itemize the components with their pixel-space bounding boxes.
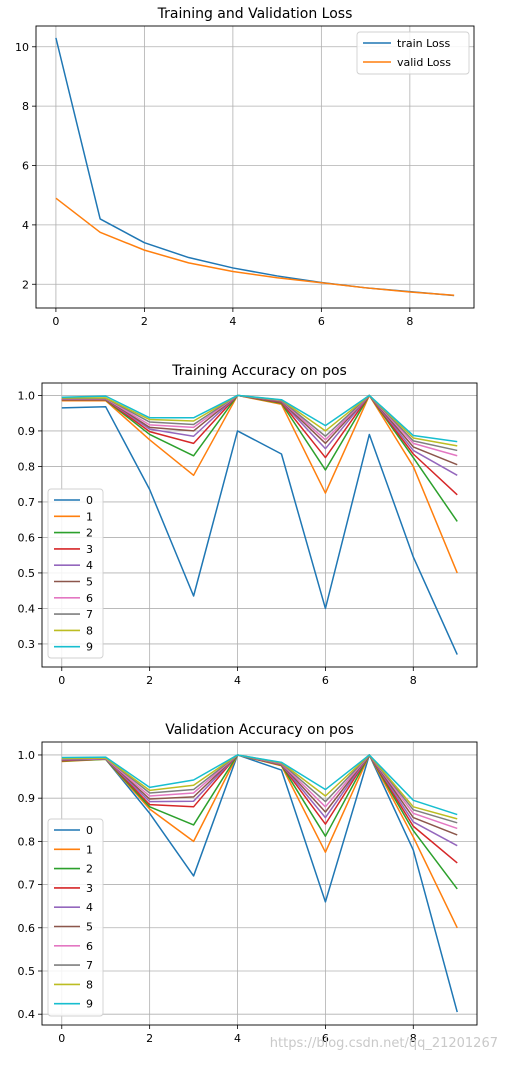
legend-label: 5 bbox=[86, 921, 93, 934]
y-tick-label: 0.4 bbox=[18, 1008, 36, 1021]
x-tick-label: 8 bbox=[410, 1032, 417, 1045]
x-tick-label: 6 bbox=[322, 674, 329, 687]
x-tick-label: 4 bbox=[234, 1032, 241, 1045]
x-tick-label: 6 bbox=[322, 1032, 329, 1045]
axes-frame bbox=[41, 382, 478, 668]
legend-label: 2 bbox=[86, 863, 93, 876]
x-tick-label: 0 bbox=[52, 315, 59, 328]
legend-label: 1 bbox=[86, 510, 93, 523]
series-line-9 bbox=[61, 394, 458, 443]
x-tick-label: 4 bbox=[234, 674, 241, 687]
legend-label: train Loss bbox=[397, 37, 450, 50]
legend-label: 6 bbox=[86, 592, 93, 605]
series-line-0 bbox=[61, 754, 458, 1013]
axes-frame bbox=[35, 25, 475, 309]
legend-label: 1 bbox=[86, 843, 93, 856]
y-tick-label: 0.7 bbox=[18, 879, 36, 892]
legend-label: 4 bbox=[86, 559, 93, 572]
y-tick-label: 0.8 bbox=[18, 460, 36, 473]
chart-title: Validation Accuracy on pos bbox=[165, 722, 354, 738]
y-tick-label: 1.0 bbox=[18, 749, 36, 762]
legend-label: valid Loss bbox=[397, 56, 451, 69]
legend-label: 2 bbox=[86, 527, 93, 540]
y-tick-label: 10 bbox=[15, 41, 29, 54]
chart-1: 0 2 4 6 8 0.3 0.4 0.5 0.6 0.7 0.8 0.9 1.0 Training Ac… bbox=[18, 363, 478, 687]
y-tick-label: 2 bbox=[22, 278, 29, 291]
y-tick-label: 8 bbox=[22, 100, 29, 113]
series-line-0 bbox=[61, 406, 458, 655]
legend: 0 1 2 3 4 5 6 7 8 9 bbox=[47, 818, 104, 1017]
series-line-9 bbox=[61, 754, 458, 816]
legend-label: 9 bbox=[86, 641, 93, 654]
watermark-text: https://blog.csdn.net/qq_21201267 bbox=[269, 1036, 498, 1051]
y-tick-label: 0.9 bbox=[18, 425, 36, 438]
y-tick-label: 4 bbox=[22, 219, 29, 232]
legend-label: 3 bbox=[86, 882, 93, 895]
chart-title: Training Accuracy on pos bbox=[171, 363, 347, 379]
legend-label: 8 bbox=[86, 978, 93, 991]
legend-label: 8 bbox=[86, 624, 93, 637]
series-line-valid-loss bbox=[55, 197, 455, 296]
legend: 0 1 2 3 4 5 6 7 8 9 bbox=[47, 488, 104, 659]
y-tick-label: 0.7 bbox=[18, 496, 36, 509]
series-line-train-loss bbox=[55, 37, 455, 297]
legend-label: 3 bbox=[86, 543, 93, 556]
legend-label: 5 bbox=[86, 576, 93, 589]
y-tick-label: 0.4 bbox=[18, 602, 36, 615]
legend-label: 7 bbox=[86, 608, 93, 621]
chart-2: 0 2 4 6 8 0.4 0.5 0.6 0.7 0.8 0.9 1.0 Validation Acc… bbox=[18, 722, 478, 1045]
x-tick-label: 2 bbox=[141, 315, 148, 328]
legend-label: 7 bbox=[86, 959, 93, 972]
y-tick-label: 0.6 bbox=[18, 531, 36, 544]
y-tick-label: 0.8 bbox=[18, 835, 36, 848]
x-tick-label: 6 bbox=[318, 315, 325, 328]
y-tick-label: 0.5 bbox=[18, 965, 36, 978]
x-tick-label: 4 bbox=[229, 315, 236, 328]
y-tick-label: 0.6 bbox=[18, 922, 36, 935]
y-tick-label: 6 bbox=[22, 160, 29, 173]
legend-box bbox=[47, 488, 104, 659]
axes-frame bbox=[41, 741, 478, 1026]
x-tick-label: 8 bbox=[410, 674, 417, 687]
chart-title: Training and Validation Loss bbox=[157, 6, 353, 22]
y-tick-label: 0.3 bbox=[18, 638, 36, 651]
legend-label: 0 bbox=[86, 824, 93, 837]
legend-label: 4 bbox=[86, 901, 93, 914]
x-tick-label: 0 bbox=[58, 1032, 65, 1045]
legend-label: 0 bbox=[86, 494, 93, 507]
x-tick-label: 2 bbox=[146, 1032, 153, 1045]
y-tick-label: 1.0 bbox=[18, 389, 36, 402]
legend-label: 6 bbox=[86, 940, 93, 953]
y-tick-label: 0.9 bbox=[18, 792, 36, 805]
legend: train Loss valid Loss bbox=[356, 31, 470, 75]
x-tick-label: 8 bbox=[406, 315, 413, 328]
x-tick-label: 2 bbox=[146, 674, 153, 687]
x-tick-label: 0 bbox=[58, 674, 65, 687]
y-tick-label: 0.5 bbox=[18, 567, 36, 580]
legend-label: 9 bbox=[86, 998, 93, 1011]
